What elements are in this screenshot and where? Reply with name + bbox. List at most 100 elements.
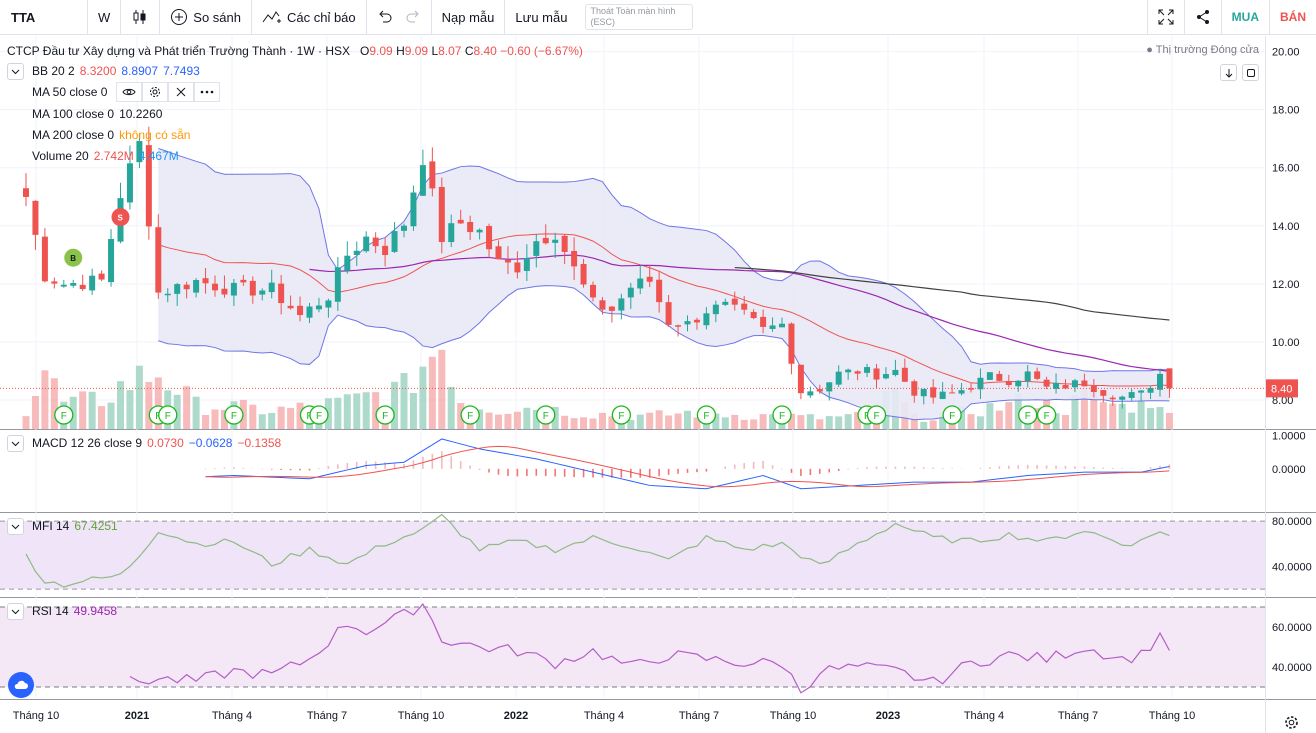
- fullscreen-button[interactable]: [1146, 0, 1184, 35]
- earnings-marker: [54, 405, 74, 425]
- macd-collapse-button[interactable]: [7, 435, 24, 452]
- legend-collapse-button[interactable]: [7, 63, 24, 80]
- legend-ma50[interactable]: MA 50 close 0: [32, 82, 221, 102]
- candles-icon: [133, 10, 146, 24]
- interval-button[interactable]: W: [88, 0, 122, 35]
- cloud-icon: [14, 680, 28, 689]
- time-axis-label: Tháng 10: [13, 710, 59, 722]
- tradingview-logo[interactable]: [8, 672, 34, 698]
- candle-body: [193, 279, 200, 293]
- load-template-button[interactable]: Nạp mẫu: [432, 0, 506, 35]
- earnings-marker-label: F: [165, 411, 171, 422]
- legend-macd[interactable]: MACD 12 26 close 9 0.0730 −0.0628 −0.135…: [32, 436, 286, 450]
- volume-bar: [1128, 412, 1136, 429]
- candle-body: [230, 282, 237, 296]
- volume-bar: [740, 419, 748, 429]
- earnings-marker-label: F: [949, 411, 955, 422]
- candle-body: [249, 280, 256, 296]
- volume-bar: [1147, 408, 1155, 429]
- save-template-button[interactable]: Lưu mẫu: [515, 9, 568, 25]
- candle-body: [779, 323, 785, 328]
- volume-bar: [372, 392, 380, 429]
- price-tick-5: 10.00: [1272, 337, 1300, 349]
- redo-button[interactable]: [399, 0, 432, 35]
- chart-type-button[interactable]: [121, 0, 161, 35]
- legend-ma200[interactable]: MA 200 close 0 không có sẵn: [32, 128, 195, 142]
- volume-bar: [920, 421, 928, 429]
- candle-body: [89, 275, 96, 291]
- time-axis-label: 2021: [125, 710, 149, 722]
- volume-bar: [797, 415, 805, 429]
- volume-bar: [684, 410, 691, 429]
- volume-bar: [409, 392, 417, 429]
- volume-bar: [1109, 403, 1117, 429]
- volume-bar: [476, 409, 484, 429]
- candle-body: [561, 235, 568, 252]
- chart-canvas[interactable]: 20.0018.0016.0014.0012.0010.008.008.40BS…: [0, 36, 1316, 733]
- scroll-down-button[interactable]: [1220, 64, 1237, 81]
- legend-ma100[interactable]: MA 100 close 0 10.2260: [32, 107, 167, 121]
- candle-body: [760, 316, 767, 327]
- mfi-collapse-button[interactable]: [7, 518, 24, 535]
- earnings-marker-label: F: [543, 411, 549, 422]
- candle-body: [1024, 371, 1031, 382]
- volume-bar: [31, 395, 39, 429]
- legend-rsi[interactable]: RSI 14 49.9458: [32, 604, 122, 618]
- legend-mfi[interactable]: MFI 14 67.4251: [32, 519, 123, 533]
- mfi-value: 67.4251: [74, 519, 118, 533]
- candle-body: [1157, 373, 1163, 390]
- earnings-marker-label: F: [61, 411, 67, 422]
- buy-button[interactable]: MUA: [1220, 0, 1269, 35]
- share-icon: [1196, 10, 1209, 24]
- candle-body: [627, 287, 634, 298]
- candle-body: [202, 278, 209, 284]
- price-tick-1: 18.00: [1272, 105, 1300, 117]
- remove-button[interactable]: [168, 82, 195, 102]
- more-button[interactable]: [194, 82, 221, 102]
- candle-body: [315, 305, 322, 310]
- volume-bar: [447, 386, 455, 429]
- earnings-marker-label: F: [779, 411, 785, 422]
- volume-bar: [731, 414, 739, 429]
- symbol-search[interactable]: TTA: [0, 0, 88, 35]
- candle-body: [599, 300, 606, 310]
- indicators-button[interactable]: Các chỉ báo: [252, 0, 367, 35]
- settings-button[interactable]: [142, 82, 169, 102]
- share-button[interactable]: [1183, 0, 1221, 35]
- earnings-marker-label: F: [316, 411, 322, 422]
- bb-upper-line: [158, 148, 1170, 372]
- sell-button[interactable]: BÁN: [1269, 0, 1316, 35]
- signal-marker-S: [111, 208, 130, 227]
- macd-line: [205, 438, 1170, 490]
- rsi-collapse-button[interactable]: [7, 603, 24, 620]
- volume-bar: [41, 370, 49, 429]
- chart-area[interactable]: 20.00 18.00 16.00 14.00 12.00 10.00 8.00 8.40 B S…: [0, 36, 1316, 733]
- low-value: 8.07: [438, 44, 462, 58]
- legend-bb[interactable]: BB 20 2 8.3200 8.8907 7.7493: [32, 64, 205, 78]
- candle-body: [1034, 371, 1041, 379]
- candle-body: [23, 188, 29, 197]
- volume-bar: [854, 412, 862, 429]
- volume-bar: [249, 404, 257, 429]
- volume-bar: [1033, 408, 1041, 429]
- pane-maximize-button[interactable]: [1242, 64, 1259, 81]
- ma200-value: không có sẵn: [119, 128, 191, 142]
- chevron-down-icon: [11, 524, 20, 529]
- undo-button[interactable]: [367, 0, 399, 35]
- volume-label: Volume 20: [32, 149, 89, 163]
- legend-volume[interactable]: Volume 20 2.742M 4.467M: [32, 149, 184, 163]
- high-label: H: [396, 44, 405, 58]
- market-status: ● Thị trường Đóng cửa: [1146, 44, 1259, 56]
- candle-body: [703, 313, 710, 326]
- compare-button[interactable]: So sánh: [160, 0, 252, 35]
- volume-bar: [1118, 403, 1126, 429]
- volume-bar: [580, 417, 588, 429]
- ma50-label: MA 50 close 0: [32, 85, 108, 99]
- visibility-button[interactable]: [116, 82, 143, 102]
- candle-body: [344, 255, 351, 271]
- candle-body: [816, 389, 823, 392]
- exit-fullscreen-hint[interactable]: Thoát Toàn màn hình (ESC): [585, 4, 694, 30]
- chart-settings-button[interactable]: [1282, 713, 1300, 731]
- top-toolbar: TTA W So sánh Các chỉ báo Nạp mẫu Lưu mẫ…: [0, 0, 1316, 35]
- time-axis-label: Tháng 10: [1149, 710, 1195, 722]
